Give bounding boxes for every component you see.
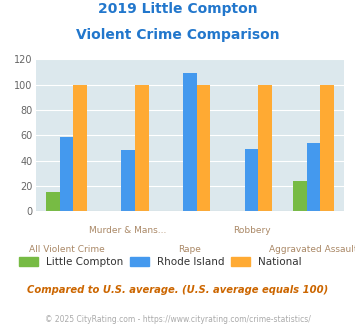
Text: Murder & Mans...: Murder & Mans...	[89, 226, 167, 235]
Text: Rape: Rape	[179, 245, 201, 253]
Bar	[121, 150, 135, 211]
Text: 2019 Little Compton: 2019 Little Compton	[98, 2, 257, 16]
Text: Aggravated Assault: Aggravated Assault	[269, 245, 355, 253]
Bar	[293, 181, 307, 211]
Text: Violent Crime Comparison: Violent Crime Comparison	[76, 28, 279, 42]
Bar	[197, 85, 210, 211]
Bar	[46, 192, 60, 211]
Bar	[60, 137, 73, 211]
Bar	[73, 85, 87, 211]
Text: © 2025 CityRating.com - https://www.cityrating.com/crime-statistics/: © 2025 CityRating.com - https://www.city…	[45, 315, 310, 324]
Text: Compared to U.S. average. (U.S. average equals 100): Compared to U.S. average. (U.S. average …	[27, 285, 328, 295]
Bar	[320, 85, 334, 211]
Bar	[135, 85, 148, 211]
Bar	[307, 143, 320, 211]
Text: All Violent Crime: All Violent Crime	[28, 245, 104, 253]
Text: Robbery: Robbery	[233, 226, 271, 235]
Bar	[183, 73, 197, 211]
Legend: Little Compton, Rhode Island, National: Little Compton, Rhode Island, National	[20, 257, 301, 267]
Bar	[245, 149, 258, 211]
Bar	[258, 85, 272, 211]
